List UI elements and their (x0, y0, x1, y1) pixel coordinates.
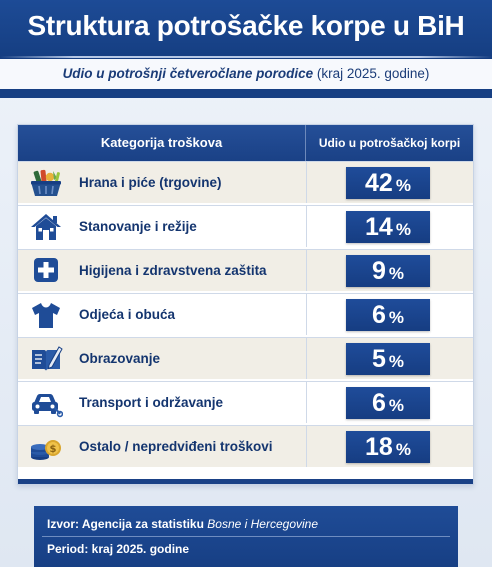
percent-value: 5 (371, 345, 386, 373)
period-text: Period: kraj 2025. godine (47, 542, 190, 556)
percent-value: 9 (371, 257, 386, 285)
table-row: $ Ostalo / nepredviđeni troškovi 18% (18, 425, 473, 467)
category-label: Obrazovanje (79, 351, 161, 366)
percent-badge: 14% (346, 211, 430, 243)
percent-value: 42 (365, 169, 393, 197)
category-label: Hrana i piće (trgovine) (79, 175, 222, 190)
percent-symbol: % (388, 396, 405, 415)
source-line: Izvor: Agencija za statistiku Bosne i He… (47, 517, 318, 531)
tshirt-icon (29, 299, 63, 331)
table-row: Transport i održavanje 6% (18, 381, 473, 423)
category-label: Higijena i zdravstvena zaštita (79, 263, 267, 278)
medical-cross-icon (29, 255, 63, 287)
percent-symbol: % (388, 352, 405, 371)
percent-badge: 5% (346, 343, 430, 375)
car-wrench-icon (29, 387, 64, 419)
page-title: Struktura potrošačke korpe u BiH (27, 10, 465, 41)
book-pen-icon (29, 343, 63, 375)
table-row: Stanovanje i režije 14% (18, 205, 473, 247)
percent-badge: 9% (346, 255, 430, 287)
coins-icon: $ (29, 431, 63, 463)
table-row: Hrana i piće (trgovine) 42% (18, 161, 473, 203)
table-header: Kategorija troškova Udio u potrošačkoj k… (18, 125, 473, 161)
source-country: Bosne i Hercegovine (203, 517, 319, 531)
percent-badge: 18% (346, 431, 430, 463)
percent-symbol: % (395, 220, 411, 239)
column-header-share: Udio u potrošačkoj korpi (318, 136, 461, 150)
footer-divider (42, 536, 450, 537)
percent-symbol: % (395, 440, 411, 459)
category-label: Stanovanje i režije (79, 219, 197, 234)
percent-symbol: % (388, 308, 405, 327)
header-bottom-band (0, 89, 492, 98)
table-bottom-bar (18, 479, 473, 484)
column-header-category: Kategorija troškova (18, 125, 306, 161)
svg-text:$: $ (50, 444, 57, 455)
house-icon (29, 211, 63, 243)
category-label: Ostalo / nepredviđeni troškovi (79, 439, 273, 454)
percent-value: 6 (371, 301, 386, 329)
table-row: Obrazovanje 5% (18, 337, 473, 379)
percent-badge: 42% (346, 167, 430, 199)
subtitle-period: (kraj 2025. godine) (313, 66, 430, 81)
percent-badge: 6% (346, 387, 430, 419)
subtitle: Udio u potrošnji četveročlane porodice (… (0, 59, 492, 89)
percent-value: 14 (365, 213, 393, 241)
subtitle-main: Udio u potrošnji četveročlane porodice (62, 66, 314, 81)
percent-value: 18 (365, 433, 393, 461)
percent-value: 6 (371, 389, 386, 417)
category-label: Odjeća i obuća (79, 307, 176, 322)
source-footer: Izvor: Agencija za statistiku Bosne i He… (34, 506, 458, 567)
percent-badge: 6% (346, 299, 430, 331)
table-row: Higijena i zdravstvena zaštita 9% (18, 249, 473, 291)
title-rule (0, 56, 492, 58)
source-label: Izvor: Agencija za statistiku (47, 517, 204, 531)
percent-symbol: % (388, 264, 405, 283)
expense-table: Kategorija troškova Udio u potrošačkoj k… (17, 124, 474, 485)
table-row: Odjeća i obuća 6% (18, 293, 473, 335)
period-line: Period: kraj 2025. godine (47, 542, 189, 556)
category-label: Transport i održavanje (79, 395, 224, 410)
grocery-basket-icon (29, 167, 63, 199)
percent-symbol: % (395, 176, 411, 195)
